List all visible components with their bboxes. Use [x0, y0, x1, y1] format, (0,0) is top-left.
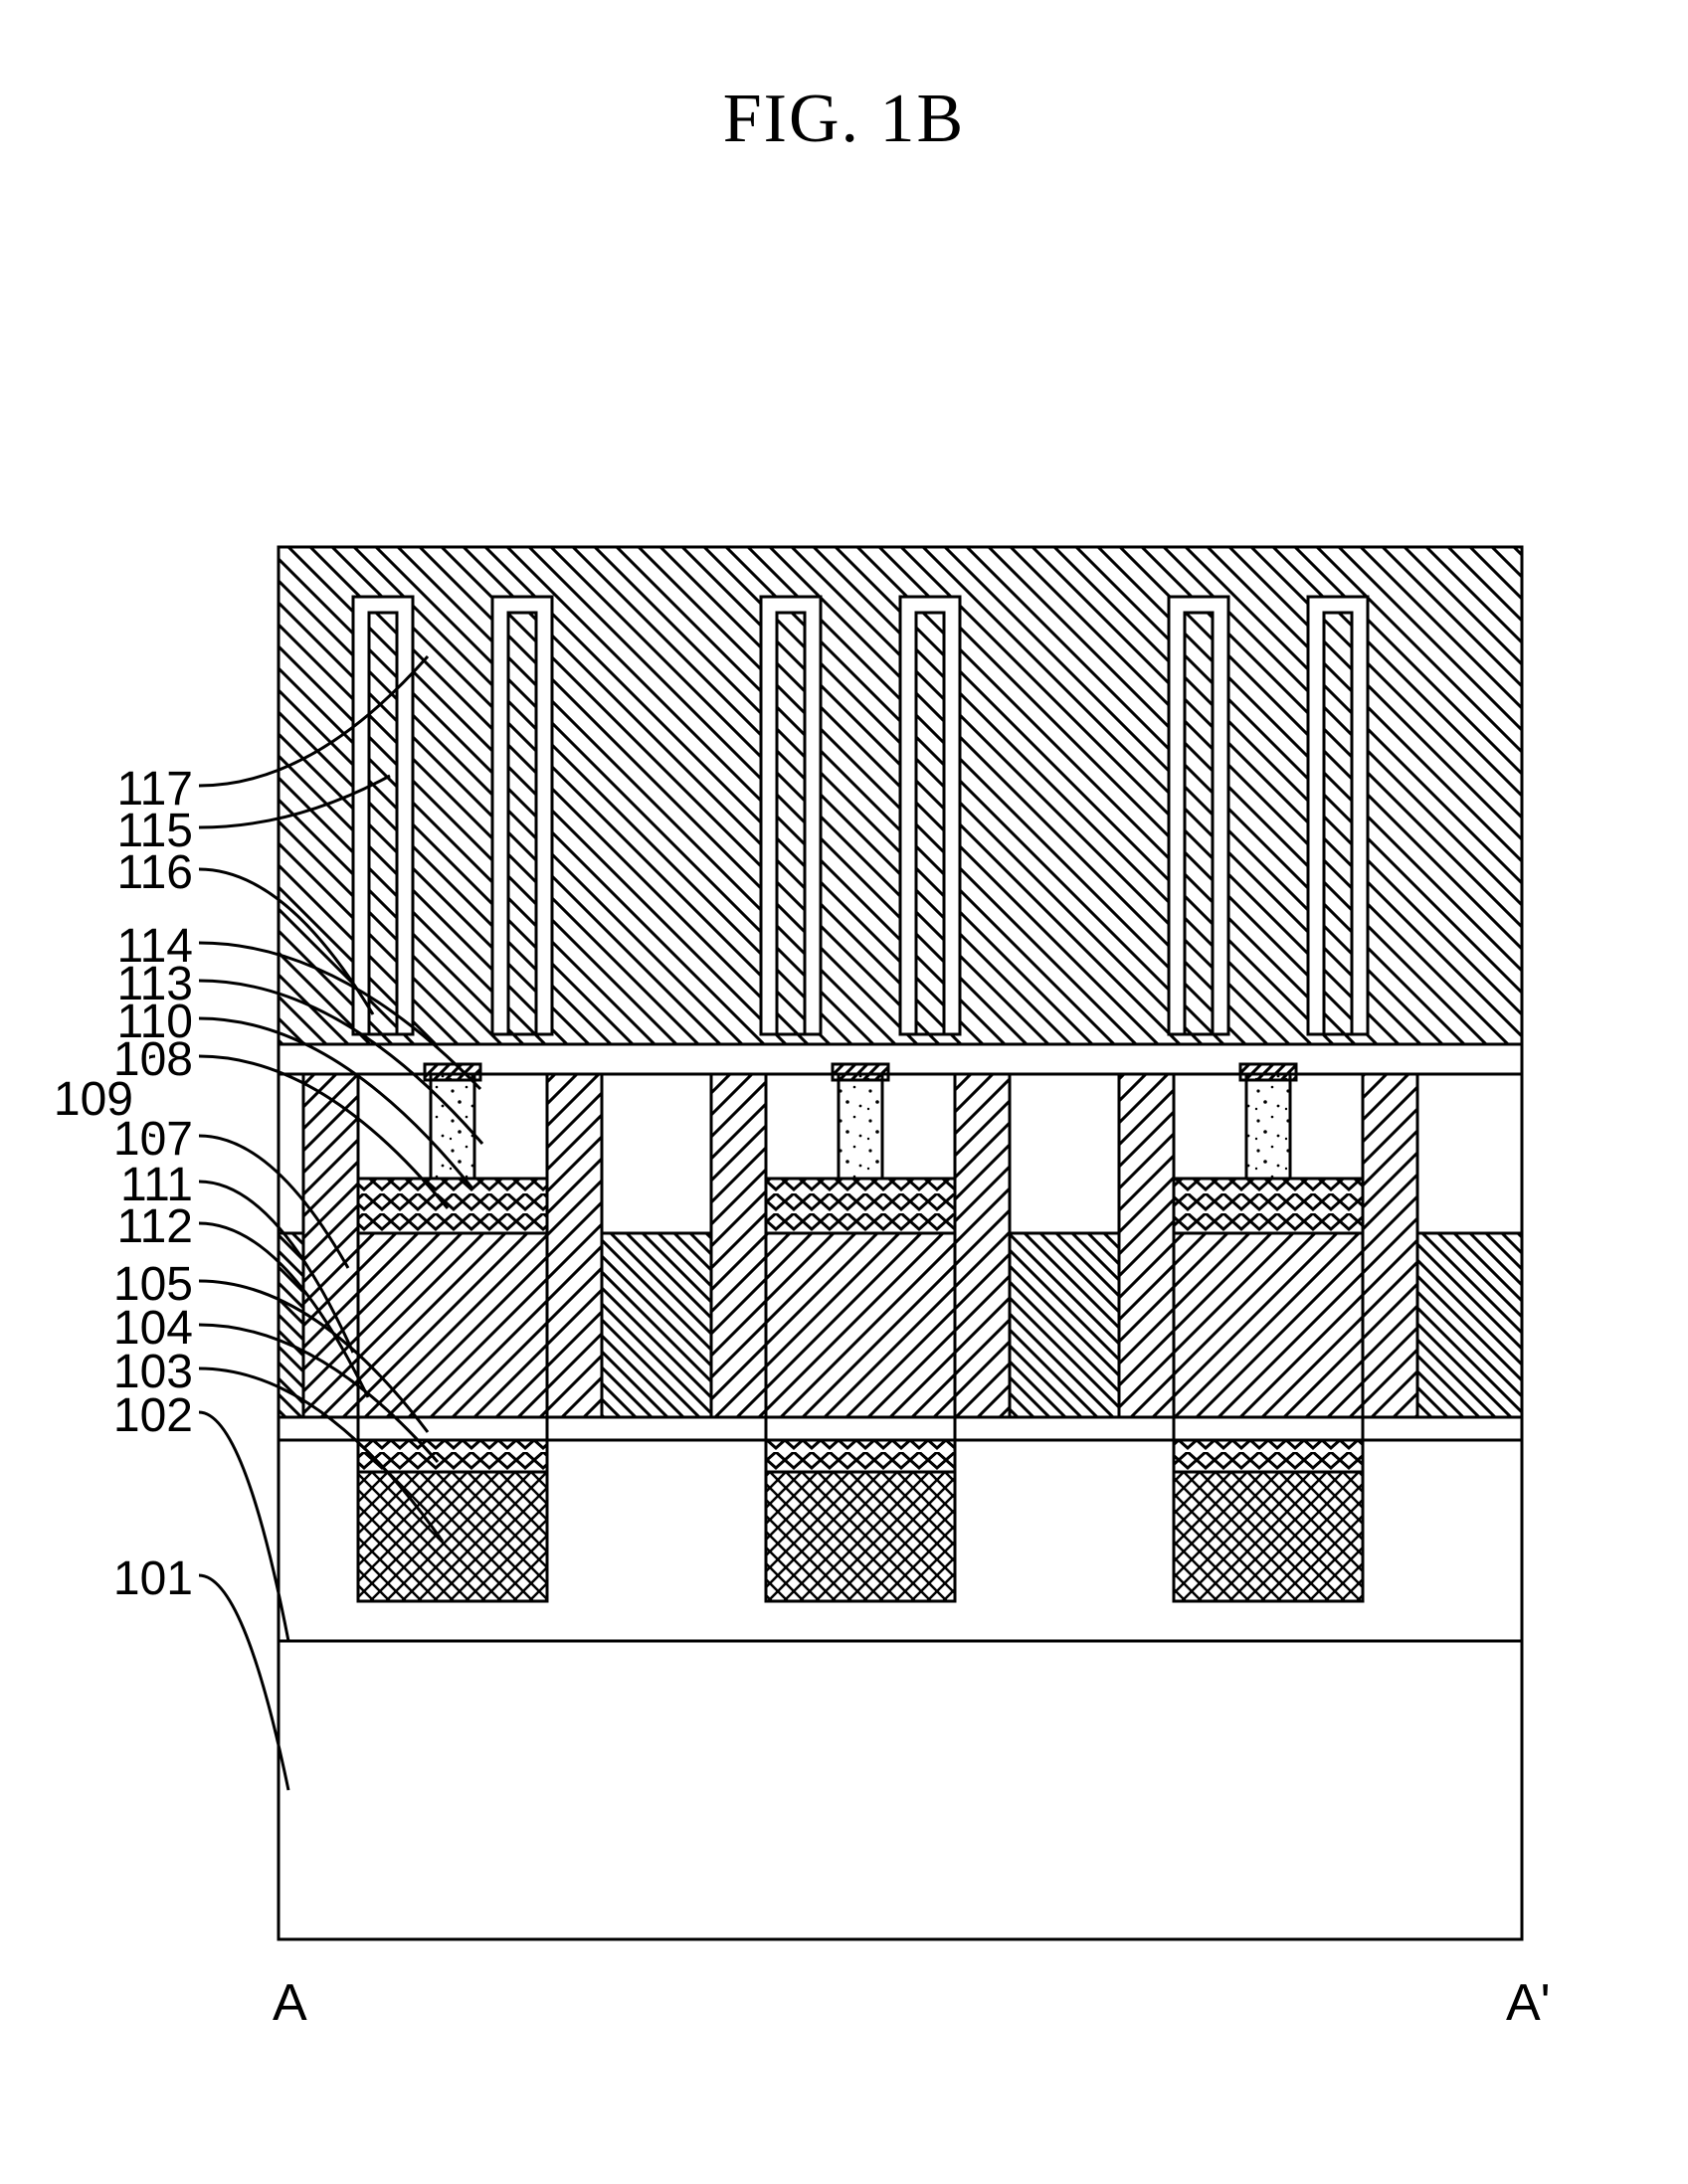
- ref-label-102: 102: [74, 1388, 193, 1443]
- axis-label-a-prime: A': [1506, 1973, 1551, 2033]
- figure-svg: [149, 517, 1542, 2069]
- ref-label-109: 109: [14, 1072, 133, 1127]
- ref-label-112: 112: [74, 1199, 193, 1254]
- axis-label-a: A: [273, 1973, 307, 2033]
- figure-title: FIG. 1B: [0, 80, 1688, 159]
- ref-label-101: 101: [74, 1551, 193, 1606]
- figure-page: FIG. 1B: [0, 0, 1688, 2184]
- ref-label-116: 116: [74, 845, 193, 900]
